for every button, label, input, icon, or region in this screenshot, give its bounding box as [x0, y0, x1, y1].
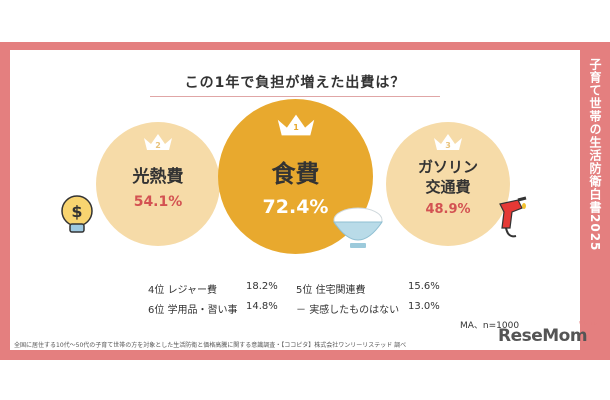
sample-note: MA、n=1000 — [460, 321, 520, 331]
rank-1-percent: 72.4% — [262, 196, 329, 218]
fuel-nozzle-icon — [499, 196, 527, 238]
page-title: この1年で負担が増えた出費は？ — [184, 75, 406, 91]
rank-6-label: 6位 学用品・習い事 — [148, 305, 238, 316]
side-title: 子育て世帯の生活防衛白書2025 — [588, 58, 602, 252]
rank-5-percent: 15.6% — [408, 281, 440, 292]
svg-text:$: $ — [71, 202, 82, 221]
none-felt-label: － 実感したものはない — [296, 305, 400, 316]
none-felt-percent: 13.0% — [408, 301, 440, 312]
rank-2-number: 2 — [155, 141, 161, 150]
crown-icon — [434, 134, 462, 150]
rank-2-category: 光熱費 — [132, 167, 184, 187]
rank-3-category-line1: ガソリン — [417, 158, 478, 176]
lightbulb-icon: $ — [61, 195, 93, 233]
resemom-logo-sub: リセマム — [578, 321, 599, 327]
crown-icon — [144, 134, 172, 150]
rank-1-number: 1 — [293, 123, 299, 132]
resemom-logo: ReseMom — [498, 326, 588, 346]
rank-3-category-line2: 交通費 — [425, 178, 471, 196]
rank-3-percent: 48.9% — [425, 202, 471, 217]
rank-5-label: 5位 住宅関連費 — [296, 285, 366, 296]
crown-icon — [277, 114, 315, 136]
rank-3-number: 3 — [445, 141, 451, 150]
rice-bowl-icon — [333, 207, 383, 248]
title-underline — [150, 96, 440, 97]
rank-2-percent: 54.1% — [133, 194, 183, 210]
rank-4-percent: 18.2% — [246, 281, 278, 292]
rank-6-percent: 14.8% — [246, 301, 278, 312]
rank-4-label: 4位 レジャー費 — [148, 285, 218, 296]
source-note: 全国に居住する10代〜50代の子育て世帯の方を対象とした生活防衛と価格高騰に関す… — [14, 342, 407, 349]
rank-1-category: 食費 — [271, 160, 320, 188]
